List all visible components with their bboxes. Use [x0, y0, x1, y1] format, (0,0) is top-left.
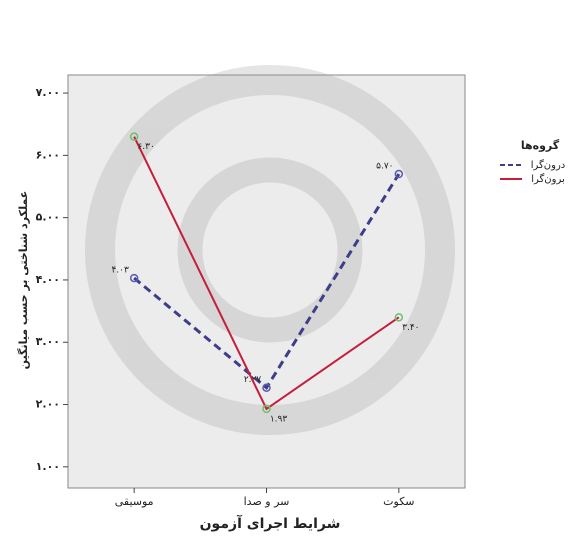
- value-label: ۱.۹۳: [270, 414, 288, 424]
- y-tick-label: ۳.۰۰: [36, 335, 60, 348]
- y-tick-label: ۶.۰۰: [36, 148, 60, 161]
- y-axis-title: عملکرد شناختی بر حسب میانگین: [17, 191, 30, 370]
- legend-title: گروه‌ها: [521, 139, 560, 152]
- x-axis-title: شرایط اجرای آزمون: [200, 514, 341, 532]
- value-label: ۴.۰۳: [111, 266, 129, 276]
- chart: عملکرد شناختی بر حسب میانگین شرایط اجرای…: [0, 0, 579, 543]
- y-tick-label: ۲.۰۰: [36, 398, 60, 411]
- legend-label: برون‌گرا: [531, 173, 565, 185]
- y-tick-label: ۵.۰۰: [36, 211, 60, 224]
- y-tick-label: ۴.۰۰: [36, 273, 60, 286]
- value-label: ۶.۳۰: [137, 142, 154, 152]
- y-tick-label: ۱.۰۰: [36, 460, 60, 473]
- x-tick-label: سر و صدا: [244, 495, 290, 508]
- y-tick-label: ۷.۰۰: [36, 86, 60, 99]
- legend-label: درون‌گرا: [531, 159, 566, 171]
- x-tick-label: موسیقی: [115, 495, 154, 508]
- value-label: ۵.۷۰: [376, 162, 393, 172]
- x-tick-label: سکوت: [383, 495, 414, 508]
- value-label: ۳.۴۰: [402, 323, 419, 333]
